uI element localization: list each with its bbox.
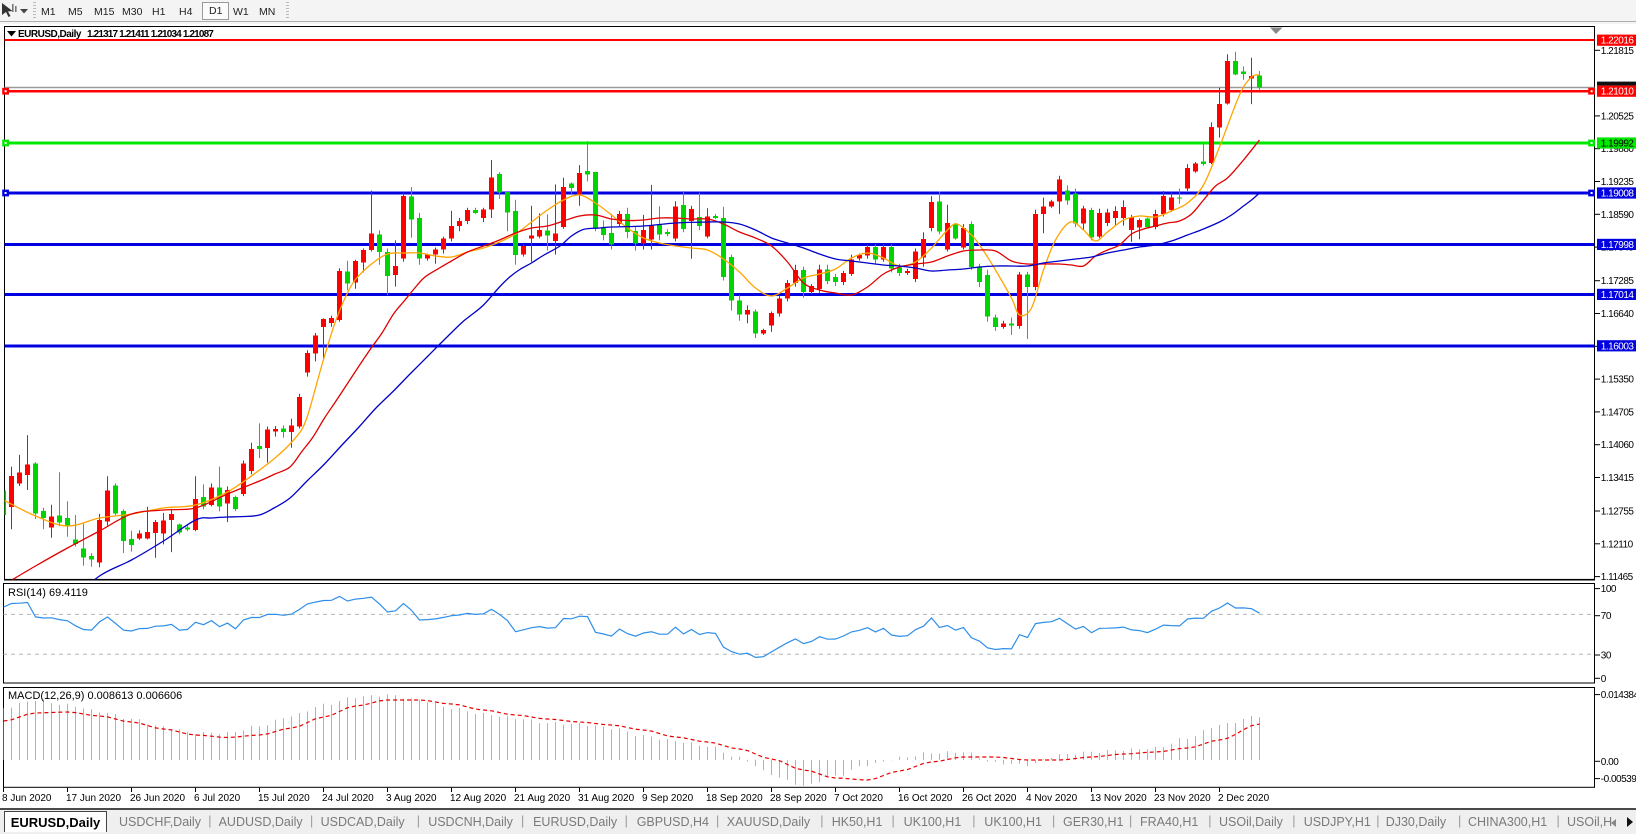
svg-text:1.19008: 1.19008 (1601, 189, 1635, 200)
svg-text:8 Jun 2020: 8 Jun 2020 (2, 793, 52, 804)
svg-text:-0.005396: -0.005396 (1601, 774, 1636, 785)
svg-text:1.19992: 1.19992 (1601, 139, 1635, 150)
svg-text:1.12110: 1.12110 (1601, 539, 1634, 550)
svg-text:17 Jun 2020: 17 Jun 2020 (66, 793, 121, 804)
svg-text:6 Jul 2020: 6 Jul 2020 (194, 793, 241, 804)
svg-text:1.11465: 1.11465 (1601, 572, 1634, 583)
svg-text:100: 100 (1601, 584, 1617, 595)
svg-text:16 Oct 2020: 16 Oct 2020 (898, 793, 953, 804)
svg-text:12 Aug 2020: 12 Aug 2020 (450, 793, 507, 804)
svg-text:1.12755: 1.12755 (1601, 507, 1635, 518)
svg-text:26 Jun 2020: 26 Jun 2020 (130, 793, 185, 804)
svg-text:18 Sep 2020: 18 Sep 2020 (706, 793, 763, 804)
svg-text:1.14705: 1.14705 (1601, 407, 1635, 418)
svg-text:15 Jul 2020: 15 Jul 2020 (258, 793, 310, 804)
svg-text:23 Nov 2020: 23 Nov 2020 (1154, 793, 1211, 804)
svg-text:1.16003: 1.16003 (1601, 341, 1635, 352)
svg-text:1.15350: 1.15350 (1601, 375, 1635, 386)
svg-text:1.22016: 1.22016 (1601, 36, 1635, 47)
svg-text:31 Aug 2020: 31 Aug 2020 (578, 793, 635, 804)
svg-text:1.14060: 1.14060 (1601, 440, 1635, 451)
svg-text:3 Aug 2020: 3 Aug 2020 (386, 793, 437, 804)
svg-text:0: 0 (1601, 674, 1607, 685)
svg-text:0.014384: 0.014384 (1601, 690, 1636, 701)
svg-text:RSI(14) 69.4119: RSI(14) 69.4119 (8, 587, 88, 599)
svg-text:24 Jul 2020: 24 Jul 2020 (322, 793, 374, 804)
svg-text:4 Nov 2020: 4 Nov 2020 (1026, 793, 1078, 804)
svg-text:2 Dec 2020: 2 Dec 2020 (1218, 793, 1270, 804)
svg-text:MACD(12,26,9) 0.008613 0.00660: MACD(12,26,9) 0.008613 0.006606 (8, 690, 182, 702)
svg-text:9 Sep 2020: 9 Sep 2020 (642, 793, 694, 804)
svg-text:26 Oct 2020: 26 Oct 2020 (962, 793, 1017, 804)
svg-text:1.18590: 1.18590 (1601, 210, 1635, 221)
svg-text:1.17998: 1.17998 (1601, 240, 1635, 251)
svg-text:70: 70 (1601, 611, 1612, 622)
svg-text:1.21317 1.21411 1.21034 1.2108: 1.21317 1.21411 1.21034 1.21087 (87, 29, 214, 40)
svg-text:0.00: 0.00 (1601, 757, 1619, 768)
svg-text:1.21010: 1.21010 (1601, 87, 1635, 98)
svg-text:30: 30 (1601, 651, 1612, 662)
svg-text:1.16640: 1.16640 (1601, 309, 1635, 320)
svg-text:21 Aug 2020: 21 Aug 2020 (514, 793, 571, 804)
svg-text:7 Oct 2020: 7 Oct 2020 (834, 793, 883, 804)
svg-text:1.20525: 1.20525 (1601, 111, 1635, 122)
svg-text:1.13415: 1.13415 (1601, 473, 1635, 484)
svg-text:13 Nov 2020: 13 Nov 2020 (1090, 793, 1147, 804)
svg-text:1.17014: 1.17014 (1601, 290, 1635, 301)
svg-text:EURUSD,Daily: EURUSD,Daily (18, 29, 82, 40)
svg-text:1.19880: 1.19880 (1601, 144, 1635, 155)
svg-text:1.17285: 1.17285 (1601, 276, 1635, 287)
svg-text:28 Sep 2020: 28 Sep 2020 (770, 793, 827, 804)
svg-text:1.19235: 1.19235 (1601, 177, 1635, 188)
svg-text:1.21815: 1.21815 (1601, 46, 1635, 57)
